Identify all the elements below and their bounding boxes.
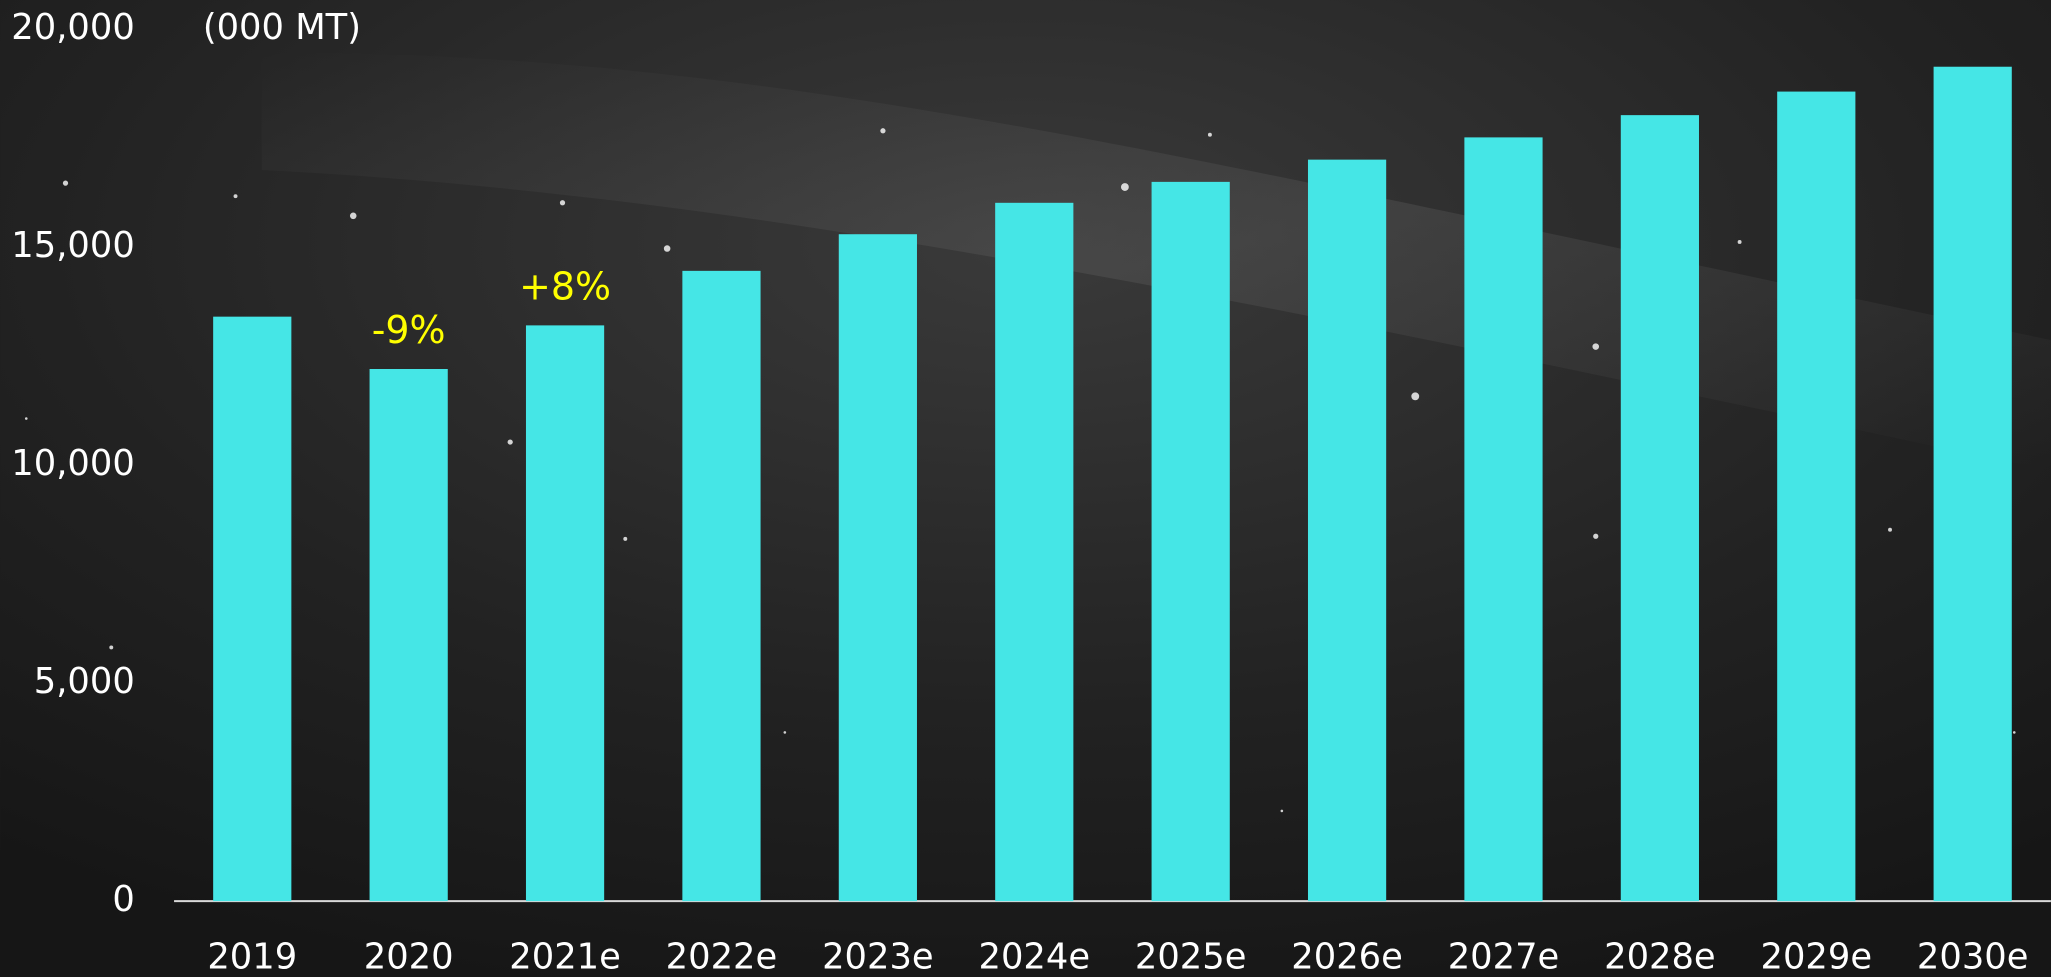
y-tick-label: 5,000 (34, 661, 135, 702)
y-tick-label: 10,000 (11, 443, 135, 484)
y-tick-label: 20,000 (11, 7, 135, 48)
bar (1464, 137, 1543, 902)
bar (1777, 91, 1856, 902)
stars (24, 128, 2016, 813)
x-tick-label: 2025e (1135, 937, 1247, 977)
unit-label: (000 MT) (203, 7, 361, 48)
x-tick-label: 2030e (1917, 937, 2029, 977)
bar (682, 270, 761, 902)
bar (369, 368, 448, 902)
bar (1151, 181, 1230, 902)
x-tick-label: 2029e (1761, 937, 1873, 977)
x-tick-label: 2024e (979, 937, 1091, 977)
x-tick-label: 2026e (1291, 937, 1403, 977)
x-tick-label: 2023e (822, 937, 934, 977)
x-tick-label: 2027e (1448, 937, 1560, 977)
bar (838, 234, 917, 902)
x-tick-label: 2019 (207, 937, 297, 977)
y-tick-label: 0 (112, 879, 134, 920)
bar (213, 316, 292, 902)
x-tick-label: 2022e (666, 937, 778, 977)
annotation: +8% (519, 264, 611, 308)
bar (1307, 159, 1387, 902)
bar (1620, 115, 1699, 902)
bar (525, 325, 605, 902)
y-tick-label: 15,000 (11, 225, 135, 266)
x-tick-label: 2021e (509, 937, 621, 977)
annotation: -9% (372, 308, 446, 352)
bar (1933, 66, 2012, 902)
x-tick-label: 2020 (364, 937, 454, 977)
x-tick-label: 2028e (1604, 937, 1716, 977)
bar (995, 202, 1074, 902)
